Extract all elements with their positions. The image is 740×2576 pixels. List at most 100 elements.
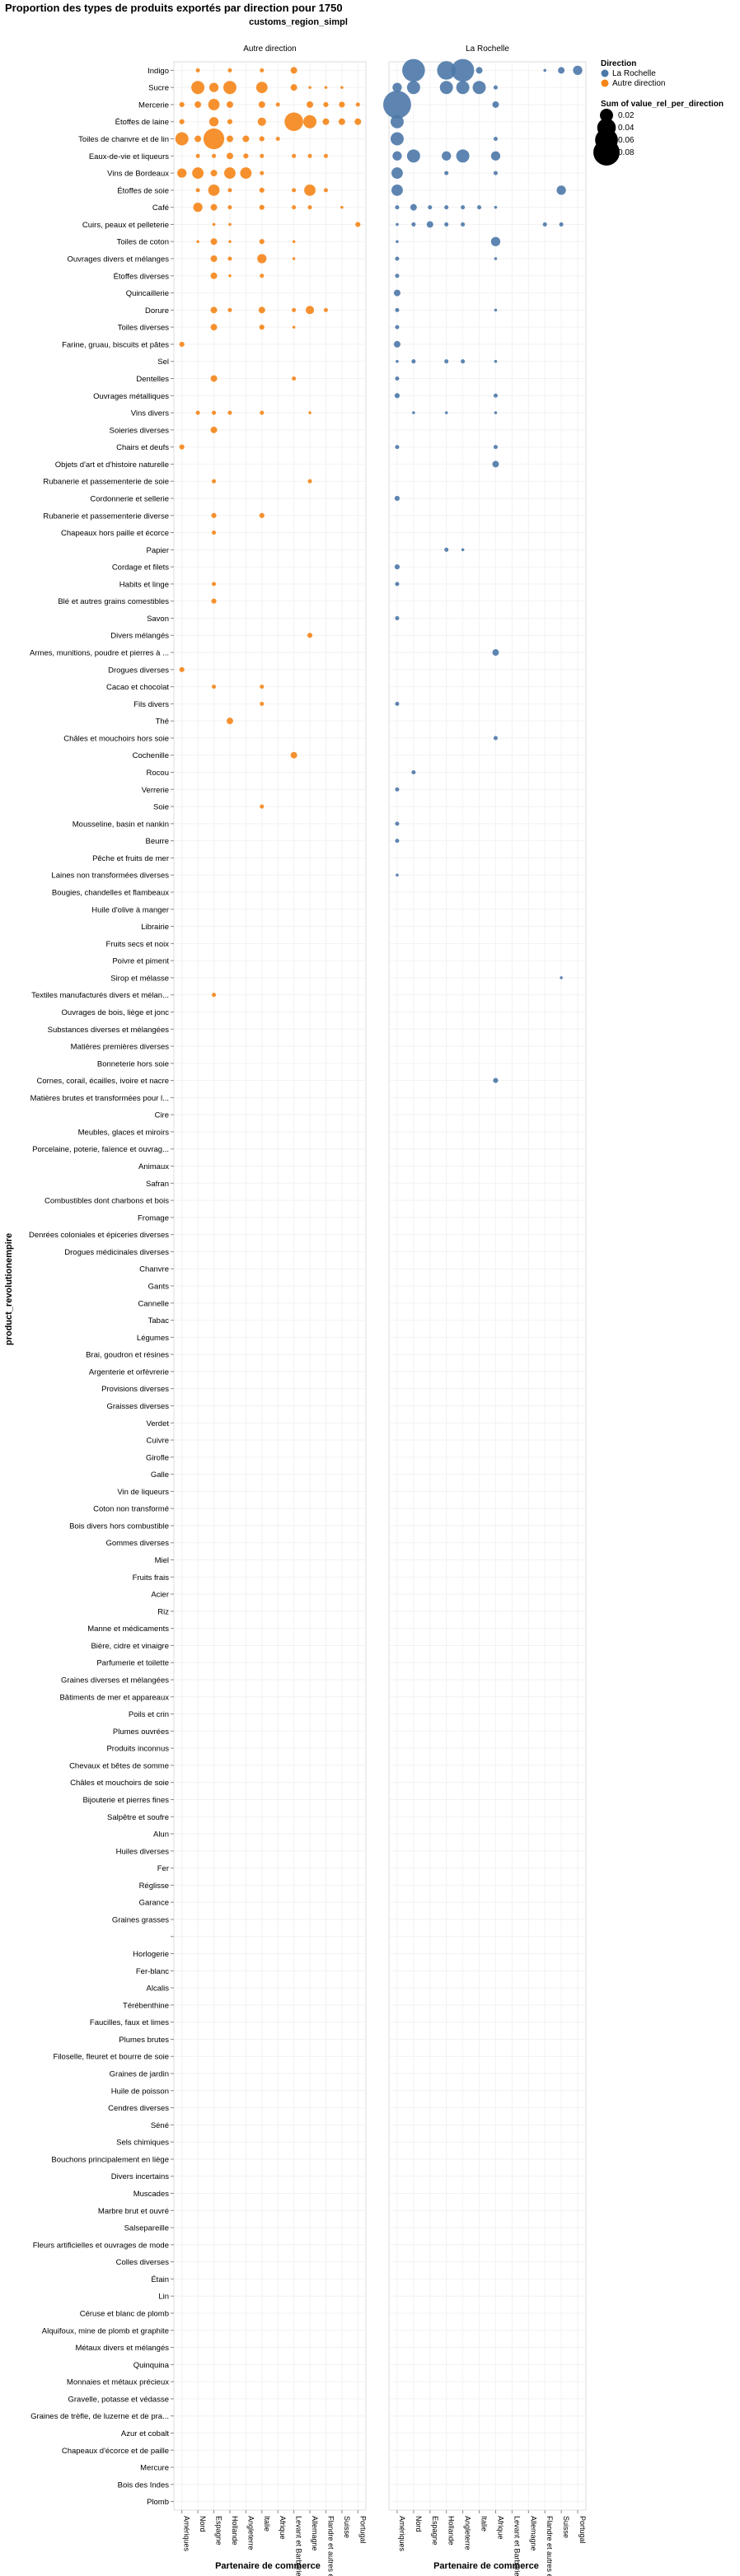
point-autre-direction-espagne-mercerie: [208, 99, 220, 110]
point-autre-direction-hollande-toiles-de-coton: [228, 240, 232, 244]
y-tick-label-filoselle-fleuret-et-bourre-de-soie: Filoselle, fleuret et bourre de soie: [54, 2053, 169, 2062]
x-tick-label-hollande: Hollande: [447, 2516, 456, 2546]
point-la-rochelle-afrique-ouvrages-divers-et-melanges: [494, 257, 498, 260]
point-autre-direction-levant-et-barbarie-dentelles: [292, 376, 297, 381]
y-tick-label-chales-et-mouchoirs-de-soie: Châles et mouchoirs de soie: [70, 1779, 169, 1788]
point-la-rochelle-afrique-vins-de-bordeaux: [493, 171, 498, 175]
y-tick-label-acier: Acier: [151, 1591, 169, 1600]
legend-size-label: 0.04: [618, 124, 635, 133]
y-tick-label-batiments-de-mer-et-appareaux: Bâtiments de mer et appareaux: [59, 1693, 169, 1702]
y-tick-label-habits-et-linge: Habits et linge: [119, 580, 169, 589]
y-tick-label-soieries-diverses: Soieries diverses: [110, 426, 170, 435]
y-tick-label-combustibles-dont-charbons-et-bois: Combustibles dont charbons et bois: [44, 1197, 169, 1206]
point-la-rochelle-angleterre-indigo: [451, 58, 475, 82]
point-autre-direction-espagne-vins-de-bordeaux: [210, 170, 218, 177]
point-autre-direction-espagne-toiles-de-coton: [210, 238, 218, 245]
y-tick-label-bois-des-indes: Bois des Indes: [118, 2480, 170, 2490]
point-autre-direction-espagne-rubanerie-et-passementerie-diverse: [211, 512, 217, 518]
x-tick-label-portugal: Portugal: [578, 2516, 587, 2544]
y-tick-label-vins-de-bordeaux: Vins de Bordeaux: [107, 170, 169, 179]
point-autre-direction-angleterre-eaux-de-vie-et-liqueurs: [243, 153, 249, 159]
point-autre-direction-nord-vins-divers: [195, 410, 200, 415]
y-tick-label-produits-inconnus: Produits inconnus: [106, 1745, 169, 1754]
y-tick-label-poils-et-crin: Poils et crin: [129, 1710, 169, 1719]
point-la-rochelle-afrique-chairs-et-deufs: [493, 445, 498, 450]
point-la-rochelle-angleterre-cafe: [461, 205, 466, 210]
point-la-rochelle-afrique-eaux-de-vie-et-liqueurs: [490, 151, 501, 161]
y-tick-label-laines-non-transformees-diverses: Laines non transformées diverses: [51, 872, 169, 881]
y-tick-label-poivre-et-piment: Poivre et piment: [112, 957, 169, 966]
x-tick-label-nord: Nord: [414, 2516, 423, 2532]
point-la-rochelle-afrique-ouvrages-metalliques: [493, 393, 498, 398]
point-autre-direction-espagne-etoffes-de-soie: [208, 184, 220, 196]
point-la-rochelle-nord-cuirs-peaux-et-pelleterie: [411, 222, 416, 227]
point-autre-direction-nord-vins-de-bordeaux: [192, 167, 204, 180]
point-la-rochelle-italie-sucre: [472, 81, 486, 95]
facet-header-autre-direction: Autre direction: [243, 44, 296, 54]
y-tick-label-cornes-corail-ecailles-ivoire-et-nacre: Cornes, corail, écailles, ivoire et nacr…: [36, 1077, 169, 1086]
point-autre-direction-ameriques-vins-de-bordeaux: [177, 168, 187, 178]
y-tick-label-etoffes-diverses: Étoffes diverses: [114, 272, 170, 281]
point-la-rochelle-suisse-sirop-et-melasse: [560, 976, 563, 979]
y-tick-label-librairie: Librairie: [141, 923, 169, 932]
point-la-rochelle-ameriques-savon: [395, 615, 400, 620]
y-tick-label-matieres-premieres-diverses: Matières premières diverses: [71, 1043, 170, 1052]
y-tick-label-dentelles: Dentelles: [136, 375, 169, 384]
point-autre-direction-italie-etoffes-diverses: [260, 273, 265, 278]
point-autre-direction-angleterre-vins-de-bordeaux: [240, 167, 252, 180]
point-autre-direction-nord-cafe: [193, 203, 203, 213]
point-autre-direction-hollande-indigo: [227, 68, 232, 72]
y-tick-label-papier: Papier: [147, 546, 169, 555]
point-autre-direction-espagne-dorure: [210, 306, 218, 314]
y-tick-label-mousseline-basin-et-nankin: Mousseline, basin et nankin: [73, 820, 169, 829]
x-tick-label-flandre-et-autres-etats-de-l-empereur: Flandre et autres états de l'Empereur: [326, 2516, 335, 2576]
x-tick-label-allemagne: Allemagne: [529, 2516, 537, 2551]
y-tick-label-fer-blanc: Fer-blanc: [136, 1967, 169, 1976]
point-la-rochelle-ameriques-etoffes-de-laine: [390, 115, 404, 129]
x-tick-label-hollande: Hollande: [231, 2516, 239, 2546]
point-autre-direction-flandre-et-autres-etats-de-l-empereur-sucre: [324, 86, 328, 89]
point-la-rochelle-hollande-indigo: [437, 61, 456, 80]
point-la-rochelle-ameriques-etoffes-diverses: [395, 273, 400, 278]
point-autre-direction-nord-sucre: [191, 81, 205, 95]
y-tick-label-provisions-diverses: Provisions diverses: [101, 1385, 169, 1394]
y-tick-label-etoffes-de-soie: Étoffes de soie: [117, 186, 169, 195]
point-autre-direction-espagne-cafe: [210, 203, 218, 211]
y-tick-label-fleurs-artificielles-et-ouvrages-de-mode: Fleurs artificielles et ouvrages de mode: [33, 2241, 169, 2250]
y-tick-label-metaux-divers-et-melanges: Métaux divers et mélangés: [75, 2344, 169, 2353]
y-tick-label-colles-diverses: Colles diverses: [116, 2258, 170, 2267]
point-la-rochelle-nord-cafe: [410, 203, 417, 211]
y-tick-label-monnaies-et-metaux-precieux: Monnaies et métaux précieux: [67, 2378, 169, 2387]
point-la-rochelle-hollande-cafe: [444, 205, 449, 210]
y-tick-label-the: Thé: [156, 718, 169, 727]
y-tick-label-alun: Alun: [153, 1830, 169, 1840]
y-tick-label-cordonnerie-et-sellerie: Cordonnerie et sellerie: [90, 494, 169, 503]
point-autre-direction-flandre-et-autres-etats-de-l-empereur-etoffes-de-soie: [323, 188, 328, 193]
point-autre-direction-hollande-etoffes-diverses: [228, 274, 232, 278]
y-tick-label-graines-de-trefle-de-luzerne-et-de-pra: Graines de trèfle, de luzerne et de pra.…: [30, 2412, 169, 2421]
point-autre-direction-nord-mercerie: [194, 101, 202, 108]
y-tick-label-toiles-de-chanvre-et-de-lin: Toiles de chanvre et de lin: [78, 135, 169, 144]
point-autre-direction-italie-toiles-de-coton: [259, 239, 265, 245]
point-la-rochelle-nord-sucre: [406, 81, 420, 95]
y-tick-label-plomb: Plomb: [147, 2498, 169, 2507]
y-tick-label-etain: Étain: [151, 2275, 169, 2284]
point-la-rochelle-ameriques-mousseline-basin-et-nankin: [395, 821, 400, 826]
y-tick-label-huile-d-olive-a-manger: Huile d'olive à manger: [91, 905, 169, 914]
point-la-rochelle-afrique-cornes-corail-ecailles-ivoire-et-nacre: [493, 1078, 499, 1083]
y-tick-label-quinquina: Quinquina: [133, 2361, 170, 2370]
y-tick-label-cuivre: Cuivre: [147, 1437, 169, 1446]
y-tick-label-vins-divers: Vins divers: [131, 409, 170, 418]
point-autre-direction-espagne-etoffes-diverses: [210, 272, 218, 279]
y-tick-label-fruits-frais: Fruits frais: [133, 1573, 170, 1583]
y-tick-label-verrerie: Verrerie: [142, 786, 169, 795]
y-tick-label-safran: Safran: [146, 1180, 169, 1189]
point-autre-direction-italie-sucre: [255, 82, 268, 94]
y-tick-label-rocou: Rocou: [147, 769, 169, 778]
y-tick-label-plumes-ouvrees: Plumes ouvrées: [113, 1727, 169, 1737]
point-autre-direction-afrique-mercerie: [275, 102, 280, 107]
y-tick-label-tabac: Tabac: [148, 1316, 170, 1325]
point-autre-direction-allemagne-vins-divers: [308, 411, 311, 414]
point-autre-direction-suisse-cafe: [340, 205, 344, 209]
y-tick-label-quincaillerie: Quincaillerie: [126, 289, 169, 298]
